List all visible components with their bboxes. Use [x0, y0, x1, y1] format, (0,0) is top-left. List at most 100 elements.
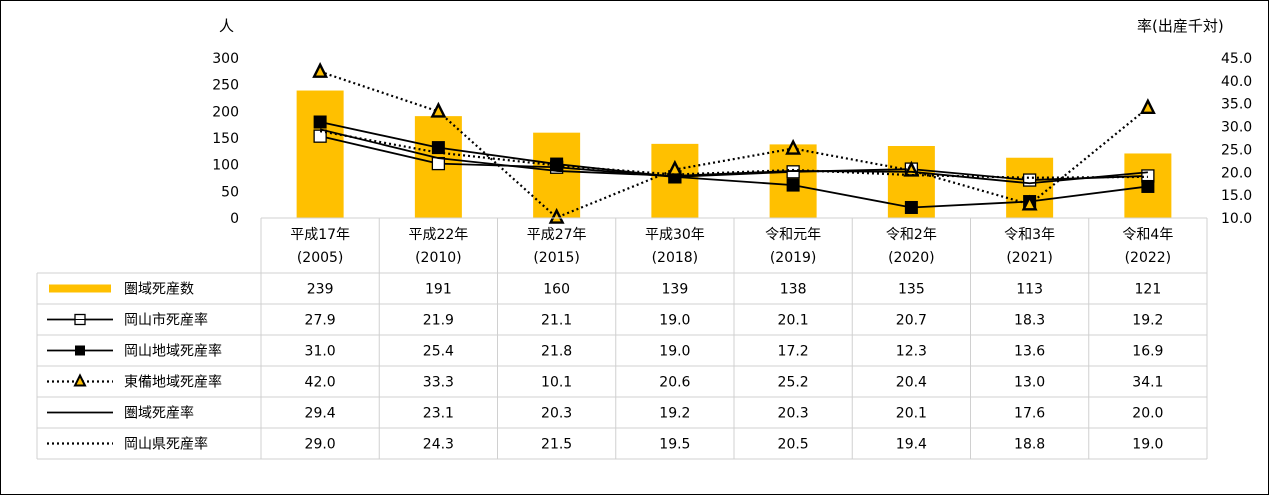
legend-key-marker	[73, 373, 87, 387]
category-label: 平成17年	[290, 227, 350, 243]
bar	[296, 90, 344, 218]
filled-square-marker	[550, 157, 564, 171]
filled-square-marker	[904, 200, 918, 214]
right-axis-tick-label: 30.0	[1221, 120, 1252, 136]
category-label: 令和4年	[1122, 227, 1173, 243]
table-cell-value: 19.0	[659, 313, 690, 329]
table-cell-value: 20.3	[541, 406, 572, 422]
table-cell-value: 19.2	[1132, 313, 1163, 329]
category-year-label: (2015)	[533, 250, 580, 266]
table-cell-value: 17.6	[1014, 406, 1045, 422]
table-cell-value: 13.6	[1014, 344, 1045, 360]
table-cell-value: 33.3	[423, 375, 454, 391]
table-cell-value: 18.3	[1014, 313, 1045, 329]
filled-square-marker	[1141, 179, 1155, 193]
legend-label: 東備地域死産率	[124, 374, 222, 391]
table-cell-value: 16.9	[1132, 344, 1163, 360]
table-cell-value: 20.1	[778, 313, 809, 329]
left-axis-tick-label: 0	[230, 211, 239, 227]
table-cell-value: 23.1	[423, 406, 454, 422]
right-axis-tick-label: 20.0	[1221, 165, 1252, 181]
left-axis-tick-label: 100	[212, 158, 239, 174]
table-cell-value: 10.1	[541, 375, 572, 391]
right-axis-tick-label: 10.0	[1221, 211, 1252, 227]
category-year-label: (2022)	[1125, 250, 1172, 266]
table-cell-value: 42.0	[305, 375, 336, 391]
left-axis-ticks: 0 50 100 150 200 250 300	[212, 51, 239, 227]
left-axis-tick-label: 300	[212, 51, 239, 67]
line-solid-filled-square	[319, 121, 1148, 209]
category-label: 平成30年	[645, 227, 705, 243]
left-axis-tick-label: 50	[221, 184, 239, 200]
table-cell-value: 160	[543, 282, 570, 298]
table-cell-value: 21.1	[541, 313, 572, 329]
category-year-label: (2010)	[415, 250, 462, 266]
filled-square-marker	[786, 178, 800, 192]
legend-label: 岡山県死産率	[124, 436, 208, 453]
left-axis-tick-label: 150	[212, 131, 239, 147]
table-cell-value: 135	[898, 282, 925, 298]
legend-label: 圏域死産率	[124, 405, 194, 422]
table-cell-value: 25.2	[778, 375, 809, 391]
table-cell-value: 20.4	[896, 375, 927, 391]
table-cell-value: 19.5	[659, 437, 690, 453]
table-cell-value: 121	[1135, 282, 1162, 298]
table-cell-value: 239	[307, 282, 334, 298]
table-cell-value: 139	[662, 282, 689, 298]
right-axis-tick-label: 15.0	[1221, 188, 1252, 204]
category-year-label: (2020)	[888, 250, 935, 266]
table-cell-value: 13.0	[1014, 375, 1045, 391]
table-cell-value: 21.8	[541, 344, 572, 360]
category-year-label: (2021)	[1006, 250, 1053, 266]
table-cell-value: 24.3	[423, 437, 454, 453]
table-cell-value: 29.4	[305, 406, 336, 422]
triangle-marker	[548, 207, 565, 224]
category-label: 平成22年	[408, 227, 468, 243]
legend-label: 岡山市死産率	[124, 312, 208, 329]
table-cell-value: 113	[1016, 282, 1043, 298]
legend-label: 圏域死産数	[124, 282, 194, 298]
line-solid	[319, 128, 1148, 185]
table-cell-value: 20.0	[1132, 406, 1163, 422]
bar-series	[296, 90, 1172, 218]
table-cell-value: 20.1	[896, 406, 927, 422]
legend-label: 岡山地域死産率	[124, 343, 222, 360]
table-cell-value: 21.9	[423, 313, 454, 329]
right-axis-tick-label: 35.0	[1221, 97, 1252, 113]
table-cell-value: 20.5	[778, 437, 809, 453]
line-dotted	[319, 130, 1148, 179]
category-year-label: (2005)	[297, 250, 344, 266]
filled-square-marker	[313, 115, 327, 129]
category-label: 令和3年	[1004, 227, 1055, 243]
category-year-label: (2018)	[652, 250, 699, 266]
table-cell-value: 12.3	[896, 344, 927, 360]
right-axis-tick-label: 25.0	[1221, 142, 1252, 158]
table-cell-value: 191	[425, 282, 452, 298]
data-table: 平成17年 (2005) 平成22年 (2010) 平成27年 (2015) 平成30年 (2…	[36, 217, 1208, 460]
table-cell-value: 20.7	[896, 313, 927, 329]
category-label: 平成27年	[527, 227, 587, 243]
table-cell-value: 138	[780, 282, 807, 298]
triangle-marker	[1139, 98, 1156, 115]
table-cell-value: 31.0	[305, 344, 336, 360]
line-series	[312, 62, 1156, 224]
table-cell-value: 19.0	[1132, 437, 1163, 453]
category-label: 令和2年	[886, 227, 937, 243]
table-cell-value: 34.1	[1132, 375, 1163, 391]
right-axis-ticks: 10.0 15.0 20.0 25.0 30.0 35.0 40.0 45.0	[1221, 51, 1252, 227]
triangle-marker	[430, 101, 447, 118]
left-axis-tick-label: 250	[212, 78, 239, 94]
table-cell-value: 25.4	[423, 344, 454, 360]
category-label: 令和元年	[765, 227, 821, 243]
triangle-marker	[666, 159, 683, 176]
right-axis-tick-label: 45.0	[1221, 51, 1252, 67]
triangle-marker	[785, 138, 802, 155]
left-axis-tick-label: 200	[212, 104, 239, 120]
category-year-label: (2019)	[770, 250, 817, 266]
right-axis-tick-label: 40.0	[1221, 74, 1252, 90]
table-cell-value: 21.5	[541, 437, 572, 453]
table-cell-value: 29.0	[305, 437, 336, 453]
table-cell-value: 19.0	[659, 344, 690, 360]
legend-key-bar	[49, 284, 111, 293]
